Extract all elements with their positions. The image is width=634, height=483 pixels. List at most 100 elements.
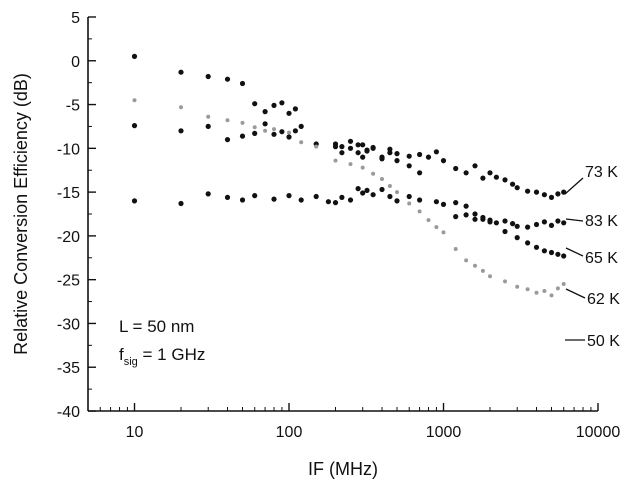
data-point bbox=[348, 162, 353, 167]
data-point bbox=[533, 244, 540, 250]
data-point bbox=[178, 128, 184, 134]
data-point bbox=[224, 76, 231, 82]
data-point bbox=[370, 192, 376, 198]
data-point bbox=[225, 118, 230, 123]
data-point bbox=[514, 223, 520, 229]
data-point bbox=[464, 258, 469, 263]
data-point bbox=[224, 194, 231, 200]
data-point bbox=[525, 188, 531, 194]
data-point bbox=[299, 140, 304, 145]
data-point bbox=[347, 145, 354, 151]
data-point bbox=[239, 133, 246, 139]
data-point bbox=[347, 138, 354, 144]
data-point bbox=[548, 222, 555, 228]
data-point bbox=[239, 197, 246, 203]
data-point bbox=[394, 158, 400, 164]
data-point bbox=[453, 247, 458, 251]
leader-65k bbox=[565, 247, 584, 257]
data-point bbox=[472, 163, 478, 169]
data-point bbox=[379, 154, 385, 160]
data-point bbox=[325, 199, 331, 205]
annotation-frequency-sub: sig bbox=[124, 356, 138, 368]
data-point bbox=[394, 198, 400, 204]
data-point bbox=[371, 171, 376, 176]
data-point bbox=[555, 251, 561, 257]
data-point bbox=[360, 142, 366, 148]
data-point bbox=[548, 249, 555, 256]
data-point bbox=[355, 142, 361, 148]
data-point bbox=[417, 197, 423, 203]
series-label-50k: 50 K bbox=[587, 333, 620, 350]
data-point bbox=[480, 175, 486, 181]
data-point bbox=[205, 73, 211, 80]
y-tick-label: -30 bbox=[57, 316, 80, 333]
data-point bbox=[239, 80, 246, 87]
data-point bbox=[433, 149, 439, 155]
data-point bbox=[463, 203, 469, 209]
data-point bbox=[333, 158, 338, 163]
data-point bbox=[425, 154, 432, 160]
annotation-frequency-main: f bbox=[119, 345, 124, 364]
data-point bbox=[271, 196, 277, 202]
data-point bbox=[549, 293, 554, 298]
data-point bbox=[272, 127, 276, 132]
data-point bbox=[534, 290, 539, 295]
data-point bbox=[417, 209, 422, 214]
y-tick-label: 0 bbox=[71, 54, 80, 71]
data-point bbox=[441, 230, 446, 235]
data-point bbox=[472, 216, 478, 222]
data-point bbox=[463, 212, 469, 218]
data-point bbox=[394, 151, 400, 157]
data-point bbox=[463, 170, 469, 176]
y-tick-label: -20 bbox=[57, 229, 80, 246]
data-point bbox=[292, 106, 298, 112]
y-tick-label: -15 bbox=[57, 185, 80, 202]
data-point bbox=[407, 201, 412, 206]
x-tick-label: 1000 bbox=[426, 424, 462, 441]
data-point bbox=[525, 287, 530, 292]
x-ticks: 10 100 1000 10000 bbox=[99, 403, 621, 441]
y-ticks: 5 0 -5 -10 -15 -20 -25 -30 -35 -40 bbox=[57, 10, 96, 421]
data-point bbox=[178, 69, 184, 75]
data-point bbox=[453, 200, 459, 206]
data-point bbox=[453, 165, 459, 172]
data-point bbox=[487, 219, 493, 225]
data-point bbox=[502, 177, 508, 183]
data-point bbox=[252, 193, 258, 199]
data-point bbox=[286, 110, 292, 116]
data-point bbox=[132, 98, 137, 103]
data-point bbox=[542, 289, 547, 293]
data-point bbox=[541, 248, 548, 254]
data-point bbox=[541, 219, 548, 225]
data-point bbox=[279, 100, 285, 106]
data-point bbox=[525, 224, 531, 230]
data-point bbox=[370, 144, 376, 151]
data-point bbox=[271, 102, 277, 108]
data-point bbox=[561, 220, 567, 226]
data-point bbox=[406, 193, 412, 200]
data-point bbox=[205, 191, 211, 197]
y-tick-label: 5 bbox=[71, 10, 80, 27]
data-point bbox=[395, 190, 399, 195]
data-point bbox=[387, 193, 393, 200]
data-point bbox=[502, 228, 508, 235]
data-point bbox=[387, 184, 392, 188]
data-point bbox=[262, 109, 268, 115]
data-point bbox=[314, 144, 319, 149]
data-point bbox=[561, 253, 567, 259]
data-point bbox=[472, 211, 478, 217]
data-point bbox=[240, 120, 245, 125]
data-point bbox=[360, 190, 366, 196]
data-point bbox=[380, 177, 384, 181]
data-point bbox=[364, 187, 370, 193]
data-point bbox=[263, 128, 268, 133]
data-point bbox=[493, 220, 499, 226]
x-axis-title: IF (MHz) bbox=[308, 459, 378, 479]
series-83k bbox=[131, 121, 567, 230]
leader-83k bbox=[565, 218, 584, 222]
x-tick-label: 10000 bbox=[576, 424, 621, 441]
data-point bbox=[493, 174, 499, 180]
data-point bbox=[440, 158, 447, 164]
data-point bbox=[131, 198, 138, 204]
y-axis-title: Relative Conversion Efficiency (dB) bbox=[11, 73, 31, 355]
